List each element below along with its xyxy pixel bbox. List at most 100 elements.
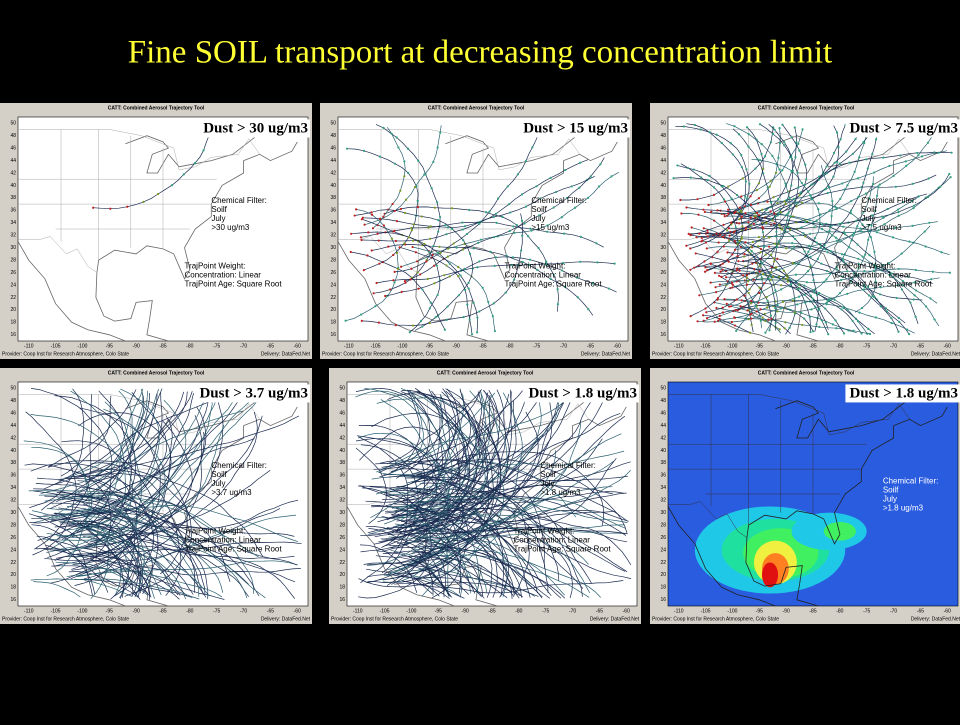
trajectory-point: [403, 211, 407, 214]
trajectory: [73, 390, 149, 494]
trajectory-point: [513, 278, 516, 281]
y-tick-label: 44: [330, 158, 336, 164]
trajectory-point: [931, 270, 934, 273]
trajectory-point: [470, 333, 474, 336]
coastline: [667, 506, 776, 607]
trajectory-point: [842, 225, 845, 228]
trajectory-point: [768, 185, 771, 188]
trajectory-point: [838, 292, 842, 295]
trajectory-point: [940, 251, 943, 254]
weight-text: Concentration: Linear: [513, 535, 590, 544]
trajectory-point: [704, 307, 707, 310]
y-tick-label: 28: [330, 257, 336, 263]
trajectory-point: [109, 207, 112, 210]
trajectory-point: [738, 206, 741, 209]
trajectory-point: [717, 241, 720, 244]
trajectory-point: [822, 173, 825, 176]
trajectory-point: [867, 327, 870, 331]
trajectory: [371, 505, 461, 594]
trajectory-point: [407, 171, 410, 175]
trajectory-point: [431, 253, 434, 256]
trajectory-point: [897, 211, 900, 214]
trajectory-point: [772, 196, 775, 199]
trajectory-point: [740, 153, 743, 157]
trajectory: [49, 431, 205, 584]
trajectory-point: [759, 319, 762, 322]
weight-text: Concentration: Linear: [184, 535, 261, 544]
trajectory-point: [447, 247, 450, 250]
trajectory: [80, 388, 160, 530]
trajectory-point: [748, 182, 751, 185]
trajectory: [396, 390, 431, 479]
trajectory: [715, 123, 791, 288]
trajectory: [420, 581, 521, 597]
x-tick-label: -75: [213, 343, 220, 349]
trajectory-point: [433, 264, 436, 267]
trajectory-point: [461, 221, 464, 224]
trajectory-point: [509, 211, 512, 214]
trajectory-point: [708, 131, 711, 134]
trajectory-point: [467, 281, 470, 285]
filter-text: Soilf: [540, 470, 556, 479]
x-tick-label: -60: [614, 343, 621, 349]
trajectory-point: [411, 324, 415, 327]
trajectory-point: [792, 245, 796, 248]
x-tick-label: -105: [51, 343, 61, 349]
x-tick-label: -100: [77, 608, 87, 614]
trajectory-point: [901, 283, 904, 286]
border-line: [338, 236, 418, 273]
trajectory-point: [817, 202, 821, 205]
trajectory-point: [856, 225, 859, 228]
trajectory-point: [696, 198, 699, 201]
trajectory-point: [745, 276, 748, 279]
trajectory-point: [862, 288, 865, 291]
trajectory-point: [531, 146, 534, 149]
trajectory-point: [803, 284, 806, 287]
x-tick-label: -65: [917, 343, 924, 349]
trajectory: [77, 391, 188, 482]
trajectory-point: [744, 195, 747, 198]
label-background: [845, 384, 960, 403]
trajectory-point: [576, 296, 579, 299]
trajectory: [384, 490, 510, 598]
trajectory-point: [803, 250, 806, 253]
trajectory: [40, 388, 160, 495]
trajectory-point: [689, 247, 692, 250]
trajectory-point: [798, 149, 801, 152]
trajectory-point: [737, 133, 741, 136]
trajectory-point: [680, 212, 683, 215]
trajectory-point: [809, 264, 812, 267]
trajectory-point: [731, 286, 734, 289]
y-tick-label: 24: [10, 547, 16, 553]
x-tick-label: -85: [159, 608, 166, 614]
trajectory-point: [815, 323, 818, 326]
trajectory-point: [835, 327, 838, 330]
y-tick-label: 30: [10, 510, 16, 516]
trajectory-point: [417, 159, 420, 162]
x-tick-label: -70: [569, 608, 576, 614]
trajectory-point: [746, 280, 750, 283]
trajectory: [84, 390, 145, 501]
trajectory-point: [890, 272, 893, 275]
trajectory: [28, 513, 149, 595]
trajectory-point: [853, 170, 856, 173]
trajectory-point: [731, 253, 734, 256]
trajectory-point: [740, 237, 743, 240]
trajectory-point: [353, 214, 356, 217]
trajectory-point: [672, 176, 675, 180]
provider: Provider: Coop Inst for Research Atmosph…: [652, 616, 779, 622]
trajectory-point: [776, 214, 779, 217]
trajectory-point: [446, 305, 449, 308]
trajectory-point: [926, 195, 930, 199]
trajectory-point: [761, 316, 764, 319]
weight-text: Concentration: Linear: [184, 270, 261, 279]
trajectory: [79, 407, 161, 559]
trajectory: [44, 415, 173, 562]
trajectory-point: [736, 243, 739, 246]
trajectory-point: [754, 305, 757, 308]
panel-label: Dust > 1.8 ug/m3: [849, 385, 958, 401]
x-tick-label: -100: [727, 608, 737, 614]
trajectory-point: [809, 330, 812, 334]
trajectory-point: [728, 239, 731, 242]
trajectory: [56, 492, 205, 595]
